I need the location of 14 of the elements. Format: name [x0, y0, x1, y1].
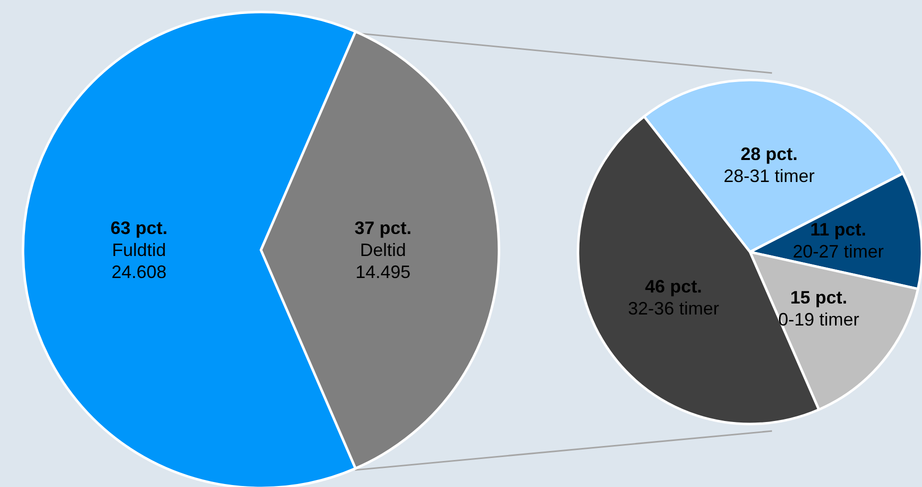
slice-label: Deltid: [360, 240, 406, 260]
slice-label: Fuldtid: [112, 240, 166, 260]
data-label: 28 pct.: [740, 144, 798, 164]
data-label: 46 pct.: [645, 276, 702, 297]
slice-label: 20-27 timer: [792, 242, 884, 262]
slice-label: 32-36 timer: [628, 298, 720, 319]
data-label: 37 pct.: [354, 218, 412, 238]
slice-label: 0-19 timer: [778, 309, 860, 330]
slice-label: 28-31 timer: [724, 166, 815, 186]
data-label: 63 pct.: [110, 218, 168, 238]
data-label: 11 pct.: [810, 220, 866, 240]
data-label: 15 pct.: [790, 287, 848, 308]
text: 14.495: [355, 262, 411, 282]
text: 24.608: [111, 262, 167, 282]
